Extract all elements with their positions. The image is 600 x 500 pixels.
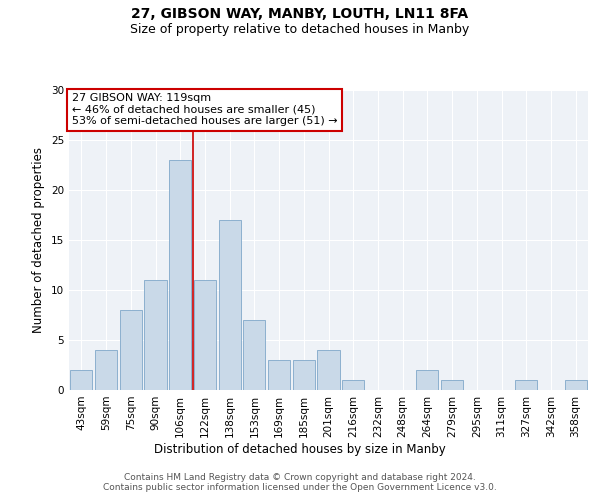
Text: Distribution of detached houses by size in Manby: Distribution of detached houses by size … (154, 442, 446, 456)
Bar (243, 320, 265, 390)
Bar (95, 350, 117, 390)
Bar (565, 380, 587, 390)
Bar (317, 350, 340, 390)
Bar (268, 360, 290, 390)
Bar (293, 360, 315, 390)
Bar (515, 380, 538, 390)
Text: Contains HM Land Registry data © Crown copyright and database right 2024.: Contains HM Land Registry data © Crown c… (124, 472, 476, 482)
Text: Contains public sector information licensed under the Open Government Licence v3: Contains public sector information licen… (103, 484, 497, 492)
Bar (145, 280, 167, 390)
Bar (169, 160, 191, 390)
Bar (119, 310, 142, 390)
Bar (70, 370, 92, 390)
Text: 27 GIBSON WAY: 119sqm
← 46% of detached houses are smaller (45)
53% of semi-deta: 27 GIBSON WAY: 119sqm ← 46% of detached … (71, 93, 337, 126)
Bar (441, 380, 463, 390)
Bar (194, 280, 216, 390)
Bar (416, 370, 439, 390)
Text: 27, GIBSON WAY, MANBY, LOUTH, LN11 8FA: 27, GIBSON WAY, MANBY, LOUTH, LN11 8FA (131, 8, 469, 22)
Text: Size of property relative to detached houses in Manby: Size of property relative to detached ho… (130, 22, 470, 36)
Y-axis label: Number of detached properties: Number of detached properties (32, 147, 46, 333)
Bar (218, 220, 241, 390)
Bar (342, 380, 364, 390)
